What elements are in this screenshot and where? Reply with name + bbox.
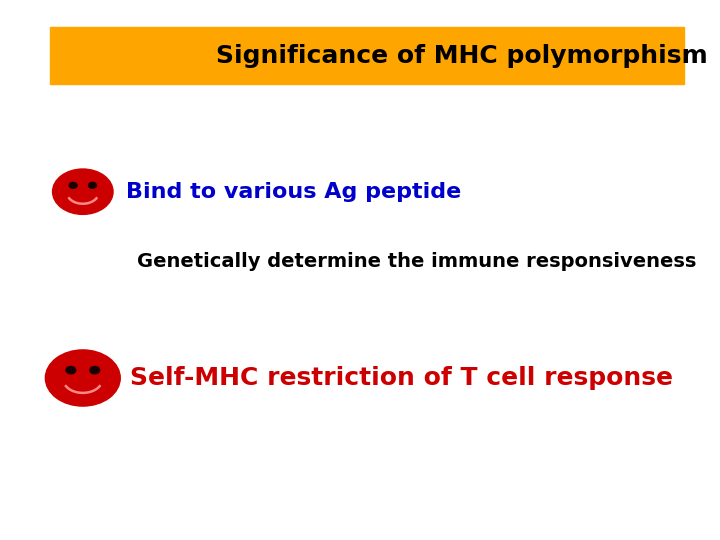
Circle shape xyxy=(53,169,113,214)
Text: Self-MHC restriction of T cell response: Self-MHC restriction of T cell response xyxy=(130,366,672,390)
FancyBboxPatch shape xyxy=(50,27,684,84)
Circle shape xyxy=(66,367,76,374)
Circle shape xyxy=(69,183,77,188)
Circle shape xyxy=(90,367,99,374)
Text: Genetically determine the immune responsiveness: Genetically determine the immune respons… xyxy=(137,252,696,272)
Text: Bind to various Ag peptide: Bind to various Ag peptide xyxy=(126,181,462,202)
Text: Significance of MHC polymorphism: Significance of MHC polymorphism xyxy=(216,44,708,68)
Circle shape xyxy=(45,350,120,406)
Circle shape xyxy=(89,183,96,188)
